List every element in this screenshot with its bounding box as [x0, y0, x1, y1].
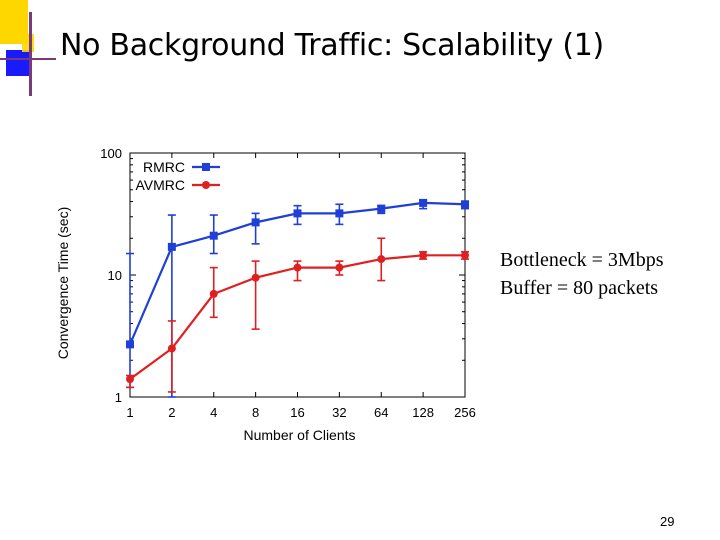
rmrc-legend-label: RMRC	[143, 159, 185, 175]
rmrc-point	[293, 209, 302, 218]
decor-horizontal-line	[0, 58, 56, 60]
y-tick-label: 100	[100, 146, 122, 161]
avmrc-point	[126, 375, 134, 384]
convergence-chart: 1 10 100 1 2 4 8 16 32 64 128 256 Number of Clients C…	[55, 146, 476, 443]
x-tick-label: 16	[290, 405, 304, 420]
avmrc-legend-marker	[202, 181, 210, 189]
avmrc-point	[209, 289, 218, 298]
rmrc-point	[335, 209, 344, 218]
x-tick-label: 256	[454, 405, 476, 420]
avmrc-legend-label: AVMRC	[135, 177, 185, 193]
page-number: 29	[660, 514, 675, 529]
rmrc-point	[167, 242, 176, 251]
rmrc-point	[461, 200, 469, 209]
x-tick-label: 4	[210, 405, 217, 420]
avmrc-point	[251, 273, 260, 282]
y-tick-label: 1	[115, 390, 122, 405]
rmrc-point	[209, 231, 218, 240]
decor-yellow-square-small	[22, 34, 34, 52]
decor-blue-square	[6, 50, 30, 76]
x-tick-label: 128	[412, 405, 434, 420]
avmrc-point	[293, 263, 302, 272]
avmrc-point	[167, 344, 176, 353]
x-tick-label: 64	[374, 405, 388, 420]
rmrc-point	[419, 198, 428, 207]
slide-title: No Background Traffic: Scalability (1)	[60, 28, 604, 63]
avmrc-point	[419, 251, 428, 260]
avmrc-point	[461, 251, 469, 260]
y-axis-label: Convergence Time (sec)	[55, 207, 71, 360]
rmrc-point	[251, 218, 260, 227]
rmrc-legend-marker	[202, 163, 210, 171]
avmrc-point	[377, 255, 386, 264]
x-tick-label: 32	[332, 405, 346, 420]
x-tick-label: 1	[126, 405, 133, 420]
note-bottleneck: Bottleneck = 3Mbps	[500, 249, 664, 271]
y-tick-label: 10	[108, 268, 122, 283]
rmrc-point	[377, 204, 386, 213]
x-tick-label: 8	[252, 405, 259, 420]
avmrc-point	[335, 263, 344, 272]
note-buffer: Buffer = 80 packets	[500, 277, 659, 299]
rmrc-point	[126, 340, 134, 349]
x-axis-label: Number of Clients	[243, 427, 355, 443]
x-tick-label: 2	[168, 405, 175, 420]
decor-vertical-line	[29, 12, 32, 96]
